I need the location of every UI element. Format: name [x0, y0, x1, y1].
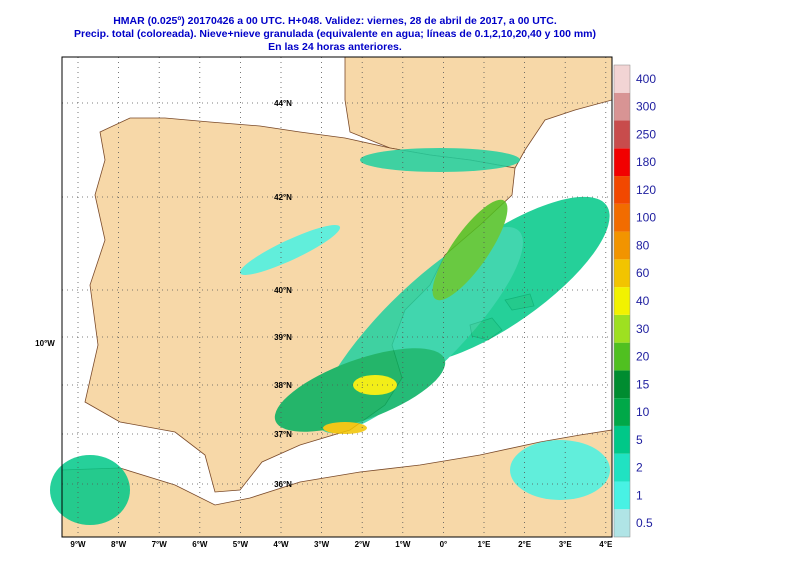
lat-label: 37°N	[274, 430, 292, 439]
colorbar-swatch	[614, 259, 630, 288]
lon-label: 3°W	[314, 540, 330, 549]
colorbar-label: 30	[636, 322, 650, 336]
lon-label: 6°W	[192, 540, 208, 549]
colorbar-label: 10	[636, 405, 650, 419]
colorbar-swatch	[614, 176, 630, 204]
colorbar-label: 250	[636, 127, 656, 141]
precip-area	[360, 148, 520, 172]
colorbar-swatch	[614, 453, 630, 482]
precip-area	[510, 440, 610, 500]
lon-label: 3°E	[559, 540, 573, 549]
colorbar-swatch	[614, 203, 630, 232]
lat-label: 38°N	[274, 381, 292, 390]
colorbar-label: 20	[636, 350, 650, 364]
colorbar-swatch	[614, 120, 630, 149]
colorbar-label: 300	[636, 100, 656, 114]
colorbar-label: 15	[636, 377, 650, 391]
colorbar-swatch	[614, 92, 630, 121]
lat-label: 44°N	[274, 99, 292, 108]
colorbar-swatch	[614, 314, 630, 343]
colorbar-label: 80	[636, 238, 650, 252]
lat-label: 39°N	[274, 333, 292, 342]
precip-area	[239, 225, 341, 275]
title-line: Precip. total (coloreada). Nieve+nieve g…	[74, 28, 596, 40]
lon-label: 5°W	[233, 540, 249, 549]
colorbar-swatch	[614, 65, 630, 93]
colorbar-swatch	[614, 481, 630, 510]
precip-area	[50, 455, 130, 525]
title-line: HMAR (0.025º) 20170426 a 00 UTC. H+048. …	[113, 15, 557, 27]
colorbar-swatch	[614, 148, 630, 177]
lon-label: 2°W	[355, 540, 371, 549]
lon-label: 2°E	[518, 540, 532, 549]
land-africa	[61, 429, 613, 538]
colorbar-label: 0.5	[636, 516, 653, 530]
lat-label: 36°N	[274, 480, 292, 489]
colorbar-label: 180	[636, 155, 656, 169]
colorbar-frame	[613, 64, 631, 538]
lon-label: 1°E	[478, 540, 492, 549]
colorbar-label: 60	[636, 266, 650, 280]
precip-area	[323, 422, 367, 434]
colorbar-swatch	[614, 287, 630, 315]
precip-area	[432, 199, 508, 301]
colorbar-swatch	[614, 425, 630, 454]
lon-label: 7°W	[152, 540, 168, 549]
map	[50, 56, 613, 538]
colorbar-label: 400	[636, 72, 656, 86]
colorbar-swatch	[614, 509, 630, 537]
lat-label: 40°N	[274, 286, 292, 295]
colorbar-label: 2	[636, 461, 643, 475]
colorbar-swatch	[614, 231, 630, 260]
colorbar-label: 40	[636, 294, 650, 308]
lat-label: 42°N	[274, 193, 292, 202]
lon-label: 0°	[440, 540, 448, 549]
colorbar-swatch	[614, 370, 630, 399]
colorbar-swatch	[614, 398, 630, 426]
lon-label: 4°W	[273, 540, 289, 549]
colorbar-label: 100	[636, 211, 656, 225]
title-line: En las 24 horas anteriores.	[268, 41, 402, 53]
colorbar-label: 5	[636, 433, 643, 447]
precip-area	[353, 375, 397, 395]
colorbar-label: 1	[636, 488, 643, 502]
graticule	[62, 57, 612, 537]
lon-label: 4°E	[599, 540, 613, 549]
colorbar-label: 120	[636, 183, 656, 197]
lon-label: 8°W	[111, 540, 127, 549]
precip	[50, 148, 610, 525]
lon-label: 9°W	[70, 540, 86, 549]
lon-side-label: 10°W	[35, 339, 55, 348]
lon-label: 1°W	[395, 540, 411, 549]
colorbar-swatch	[614, 342, 630, 371]
map-frame	[61, 56, 613, 538]
